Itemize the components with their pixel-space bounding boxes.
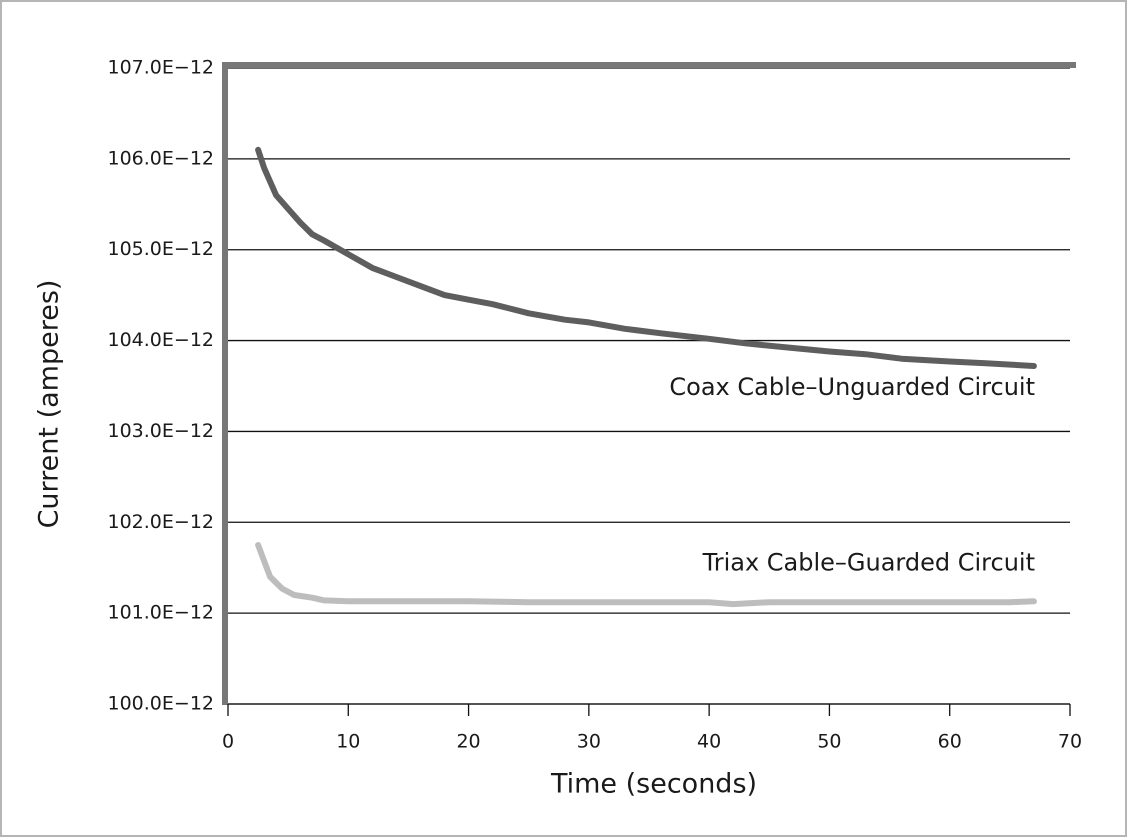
y-tick-label: 105.0E−12	[108, 238, 215, 260]
x-tick-label: 70	[1058, 731, 1082, 753]
x-tick-label: 40	[697, 731, 721, 753]
x-tick-label: 0	[222, 731, 234, 753]
y-tick-label: 101.0E−12	[108, 602, 215, 624]
y-tick-label: 102.0E−12	[108, 511, 215, 533]
x-axis-title: Time (seconds)	[550, 769, 757, 800]
x-tick-label: 30	[577, 731, 601, 753]
x-tick-label: 20	[456, 731, 480, 753]
series-label: Triax Cable–Guarded Circuit	[702, 548, 1035, 576]
y-tick-label: 106.0E−12	[108, 147, 215, 169]
y-axis-title: Current (amperes)	[34, 280, 65, 529]
x-tick-label: 50	[817, 731, 841, 753]
y-tick-label: 104.0E−12	[108, 329, 215, 351]
y-tick-label: 107.0E−12	[108, 57, 215, 79]
x-tick-label: 10	[336, 731, 360, 753]
y-tick-label: 100.0E−12	[108, 693, 215, 715]
series-line	[255, 146, 1037, 369]
y-tick-label: 103.0E−12	[108, 420, 215, 442]
series-label: Coax Cable–Unguarded Circuit	[669, 373, 1035, 401]
x-tick-label: 60	[938, 731, 962, 753]
series-line	[255, 542, 1037, 608]
